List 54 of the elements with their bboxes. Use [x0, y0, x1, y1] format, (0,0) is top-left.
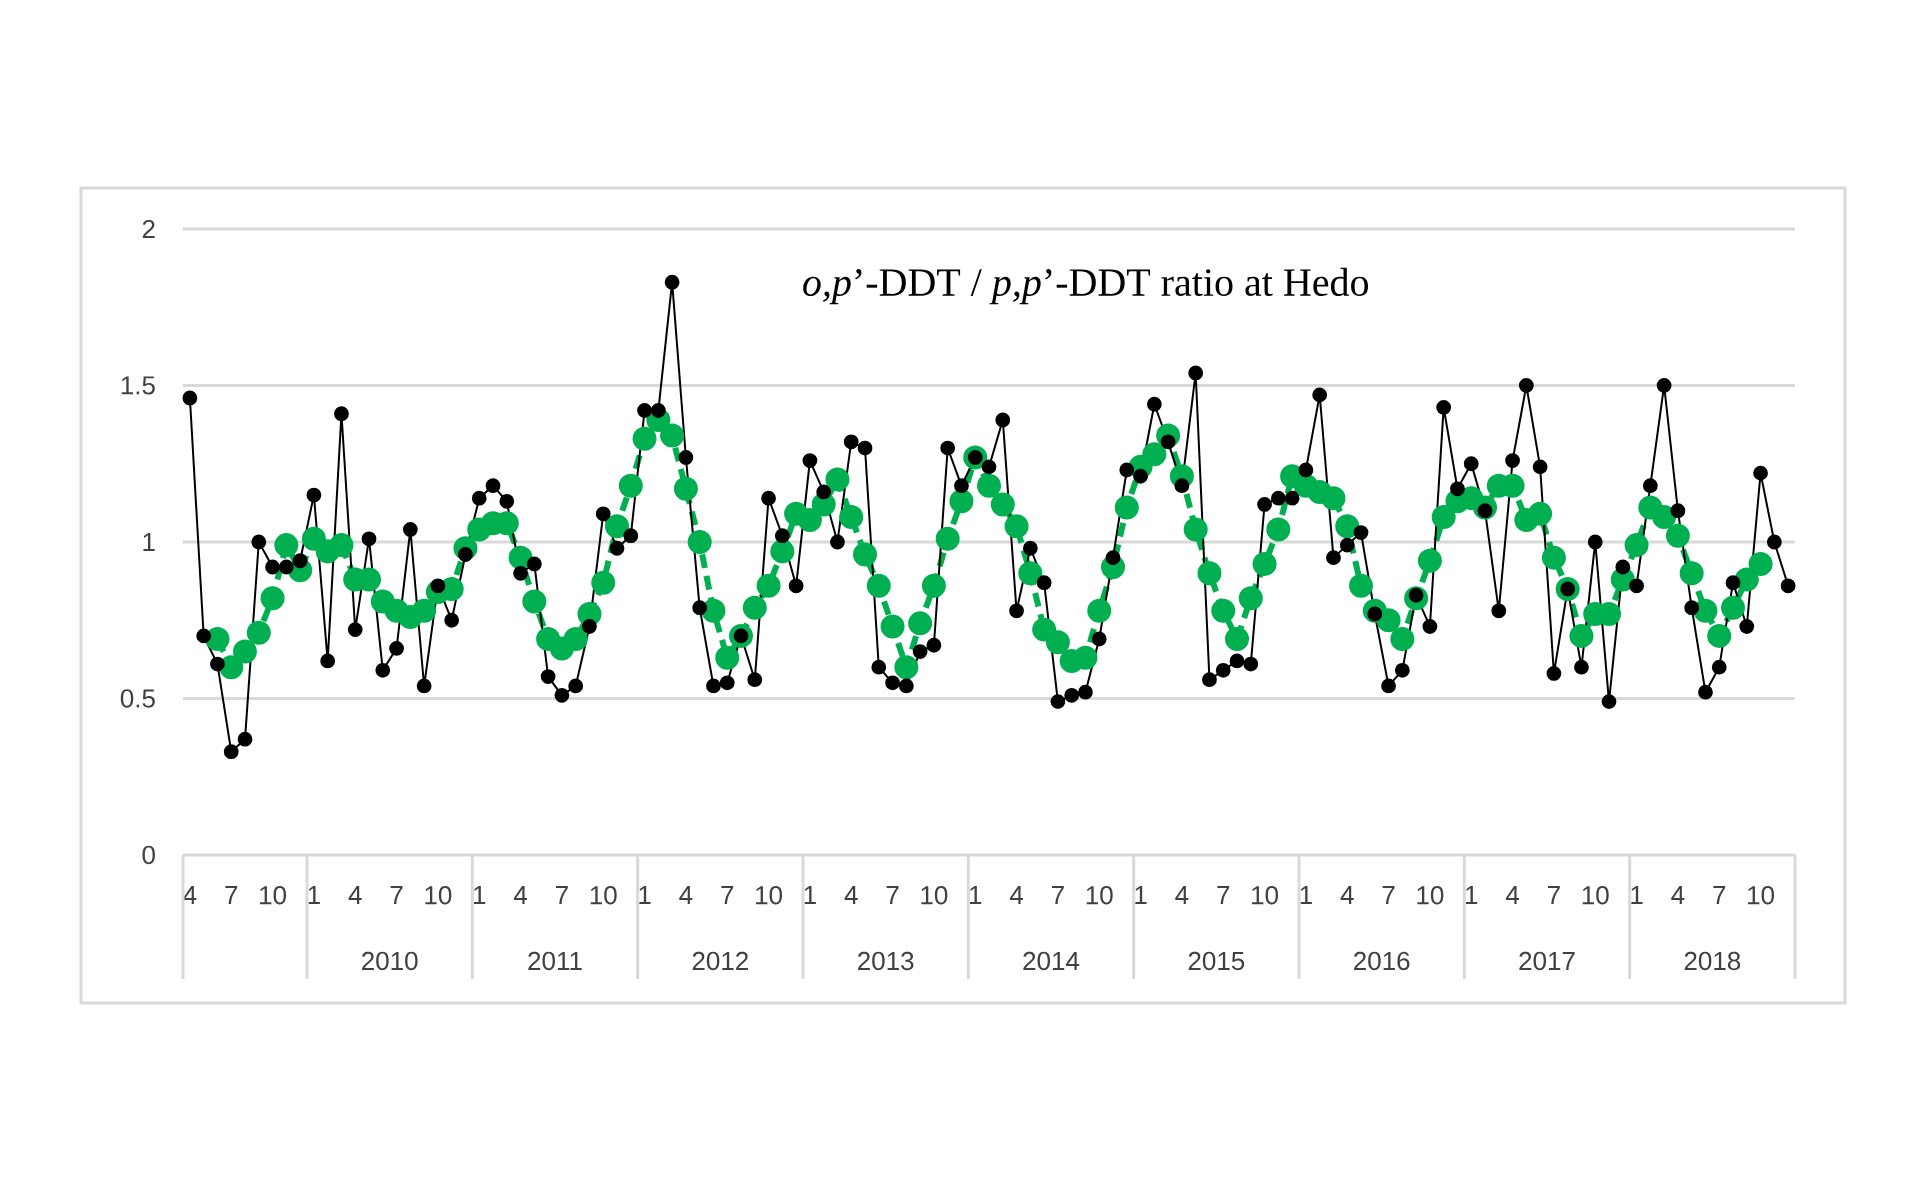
x-tick-label: 4	[513, 886, 528, 904]
text: 2014	[1023, 951, 1080, 971]
x-tick-label: 4	[844, 886, 858, 904]
text: 2015	[1188, 951, 1245, 971]
text: o,p’-DDT / p,p’-DDT ratio at Hedo	[803, 267, 1369, 305]
text: 2017	[1519, 951, 1575, 971]
x-tick-label: 10	[756, 886, 783, 905]
x-tick-label: 10	[921, 886, 948, 905]
y-tick-label: 2	[142, 219, 155, 239]
text: 2018	[1684, 951, 1741, 971]
x-tick-label: 1	[473, 886, 486, 904]
x-tick-label: 4	[1340, 886, 1354, 904]
x-tick-label: 7	[1382, 886, 1395, 904]
x-tick-label: 7	[1548, 886, 1560, 904]
text: 2012	[692, 951, 748, 971]
x-tick-label: 10	[590, 886, 617, 905]
y-tick-label: 1	[143, 533, 155, 551]
x-tick-label: 10	[1417, 886, 1444, 905]
x-tick-label: 10	[1748, 886, 1775, 905]
x-tick-label: 10	[1582, 886, 1609, 905]
x-tick-label: 1	[1465, 886, 1478, 904]
x-tick-label: 7	[1052, 886, 1064, 904]
x-tick-label: 7	[886, 886, 899, 904]
x-tick-label: 1	[1300, 886, 1312, 904]
x-tick-label: 1	[804, 886, 816, 904]
x-tick-label: 10	[1086, 886, 1113, 905]
x-tick-label: 4	[348, 886, 362, 904]
y-tick-label: 0	[142, 845, 155, 865]
text: 2016	[1354, 951, 1410, 971]
x-tick-label: 7	[225, 886, 238, 904]
x-tick-label: 1	[1631, 886, 1643, 904]
text: 2011	[528, 951, 582, 971]
text: 2010	[362, 951, 418, 971]
x-tick-label: 1	[969, 886, 982, 904]
x-tick-label: 4	[1009, 886, 1024, 904]
x-tick-label: 1	[308, 886, 320, 904]
text: 2013	[858, 951, 914, 971]
y-tick-label: 1.5	[121, 376, 155, 395]
x-tick-label: 4	[1175, 886, 1189, 904]
x-tick-label: 10	[1252, 886, 1279, 905]
x-tick-label: 4	[1505, 886, 1520, 904]
y-tick-label: 0.5	[120, 689, 155, 708]
x-tick-label: 4	[1671, 886, 1685, 904]
x-tick-label: 7	[721, 886, 734, 904]
x-tick-label: 10	[260, 886, 287, 905]
x-tick-label: 10	[425, 886, 452, 905]
x-tick-label: 1	[1135, 886, 1147, 904]
x-tick-label: 7	[1713, 886, 1726, 904]
x-tick-label: 4	[183, 886, 197, 904]
x-tick-label: 1	[639, 886, 651, 904]
x-tick-label: 7	[1217, 886, 1230, 904]
x-tick-label: 7	[556, 886, 568, 904]
x-tick-label: 7	[390, 886, 403, 904]
x-tick-label: 4	[679, 886, 693, 904]
